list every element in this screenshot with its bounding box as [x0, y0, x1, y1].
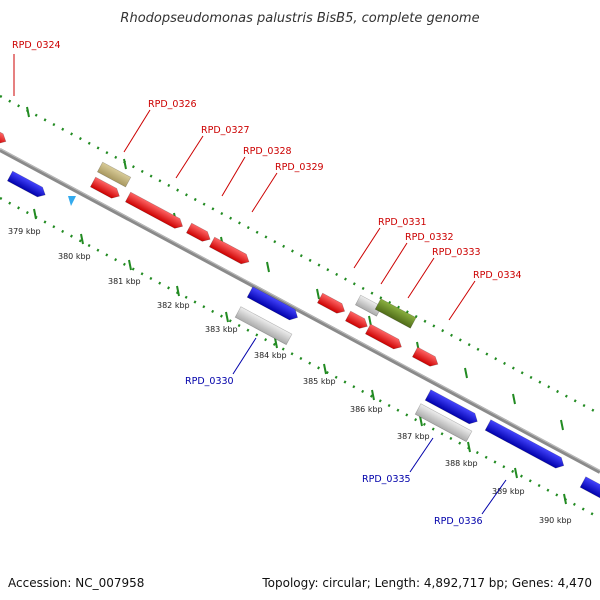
- gene-feature: [374, 298, 417, 329]
- major-tick: [266, 261, 270, 273]
- map-title: Rhodopseudomonas palustris BisB5, comple…: [120, 11, 479, 26]
- gene-leader-line: [407, 257, 435, 299]
- gene-label-minus: RPD_0335: [362, 474, 411, 485]
- gene-leader-line: [123, 109, 151, 153]
- gene-feature: [6, 170, 46, 198]
- gene-leader-line: [448, 280, 476, 321]
- major-tick: [514, 467, 518, 479]
- gene-label-plus: RPD_0333: [432, 247, 481, 258]
- major-tick: [128, 259, 132, 271]
- gene-leader-line: [251, 172, 278, 213]
- gene-feature: [411, 346, 439, 367]
- inner-tick-ring: [0, 196, 600, 520]
- major-tick: [26, 106, 30, 118]
- major-tick: [563, 493, 567, 505]
- genome-backbone: [0, 148, 600, 474]
- gene-label-plus: RPD_0329: [275, 162, 324, 173]
- gene-feature: [185, 222, 211, 242]
- kbp-label: 384 kbp: [254, 351, 287, 360]
- genome-summary-text: Topology: circular; Length: 4,892,717 bp…: [261, 576, 592, 590]
- gene-feature: [316, 292, 346, 314]
- major-tick: [33, 208, 37, 220]
- major-tick: [323, 363, 327, 375]
- gene-features: [0, 127, 600, 499]
- kbp-label: 383 kbp: [205, 325, 238, 334]
- gene-label-minus: RPD_0330: [185, 376, 234, 387]
- kbp-label: 387 kbp: [397, 432, 430, 441]
- gene-leader-line: [221, 156, 246, 197]
- gene-feature: [579, 476, 600, 499]
- major-tick: [123, 158, 127, 170]
- major-tick: [274, 337, 278, 349]
- kbp-label: 385 kbp: [303, 377, 336, 386]
- orf-marker-icon: [68, 196, 76, 206]
- major-tick: [467, 441, 471, 453]
- gene-label-plus: RPD_0328: [243, 146, 292, 157]
- gene-feature: [0, 127, 7, 144]
- gene-feature: [484, 419, 565, 469]
- gene-feature: [208, 236, 250, 265]
- major-tick: [371, 389, 375, 401]
- kbp-label: 382 kbp: [157, 301, 190, 310]
- gene-leader-line: [481, 479, 507, 515]
- kbp-label: 381 kbp: [108, 277, 141, 286]
- major-tick: [225, 311, 229, 323]
- accession-text: Accession: NC_007958: [8, 576, 144, 590]
- major-tick-marks: [26, 106, 567, 505]
- gene-label-plus: RPD_0334: [473, 270, 522, 281]
- gene-label-plus: RPD_0332: [405, 232, 454, 243]
- gene-label-plus: RPD_0327: [201, 125, 250, 136]
- gene-feature: [234, 306, 293, 346]
- kbp-label: 389 kbp: [492, 487, 525, 496]
- gene-feature: [96, 161, 132, 188]
- kbp-label: 380 kbp: [58, 252, 91, 261]
- gene-feature: [246, 286, 298, 321]
- gene-label-plus: RPD_0326: [148, 99, 197, 110]
- major-tick: [316, 288, 320, 300]
- gene-leader-line: [353, 227, 381, 269]
- major-tick: [80, 233, 84, 245]
- kbp-label: 390 kbp: [539, 516, 572, 525]
- kbp-axis-labels: 379 kbp 380 kbp 381 kbp 382 kbp 383 kbp 384 k…: [8, 227, 572, 525]
- gene-leader-line: [380, 242, 408, 285]
- gene-feature: [364, 323, 402, 350]
- genome-backbone-highlight: [0, 148, 600, 471]
- kbp-label: 386 kbp: [350, 405, 383, 414]
- major-tick: [560, 419, 564, 431]
- major-tick: [512, 393, 516, 405]
- major-tick: [464, 367, 468, 379]
- major-tick: [419, 415, 423, 427]
- major-tick: [176, 285, 180, 297]
- gene-label-layer: RPD_0324 RPD_0326 RPD_0327 RPD_0328 RPD_0329…: [12, 40, 522, 527]
- gene-feature: [414, 403, 473, 443]
- gene-leader-line: [175, 135, 204, 179]
- gene-leader-line: [409, 437, 434, 473]
- gene-label-plus: RPD_0324: [12, 40, 61, 51]
- gene-feature: [124, 191, 184, 229]
- kbp-label: 388 kbp: [445, 459, 478, 468]
- gene-label-plus: RPD_0331: [378, 217, 427, 228]
- gene-leader-line: [232, 337, 257, 375]
- gene-feature: [344, 310, 368, 329]
- gene-label-minus: RPD_0336: [434, 516, 483, 527]
- gene-feature: [354, 294, 383, 317]
- kbp-label: 379 kbp: [8, 227, 41, 236]
- gene-feature: [424, 389, 478, 425]
- gene-feature: [89, 176, 120, 199]
